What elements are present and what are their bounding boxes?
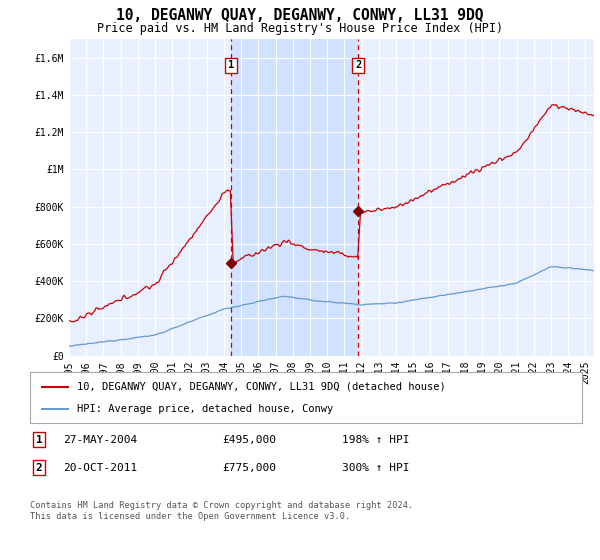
Text: 2: 2	[355, 60, 361, 70]
Text: 300% ↑ HPI: 300% ↑ HPI	[342, 463, 409, 473]
Text: Price paid vs. HM Land Registry's House Price Index (HPI): Price paid vs. HM Land Registry's House …	[97, 22, 503, 35]
Text: 10, DEGANWY QUAY, DEGANWY, CONWY, LL31 9DQ: 10, DEGANWY QUAY, DEGANWY, CONWY, LL31 9…	[116, 8, 484, 24]
Text: 20-OCT-2011: 20-OCT-2011	[63, 463, 137, 473]
Text: £775,000: £775,000	[222, 463, 276, 473]
Text: HPI: Average price, detached house, Conwy: HPI: Average price, detached house, Conw…	[77, 404, 333, 414]
Text: 1: 1	[227, 60, 234, 70]
Text: 1: 1	[35, 435, 43, 445]
Text: 27-MAY-2004: 27-MAY-2004	[63, 435, 137, 445]
Text: 198% ↑ HPI: 198% ↑ HPI	[342, 435, 409, 445]
Text: £495,000: £495,000	[222, 435, 276, 445]
Text: Contains HM Land Registry data © Crown copyright and database right 2024.
This d: Contains HM Land Registry data © Crown c…	[30, 501, 413, 521]
Text: 10, DEGANWY QUAY, DEGANWY, CONWY, LL31 9DQ (detached house): 10, DEGANWY QUAY, DEGANWY, CONWY, LL31 9…	[77, 381, 446, 391]
Bar	[231, 39, 358, 356]
Text: 2: 2	[35, 463, 43, 473]
